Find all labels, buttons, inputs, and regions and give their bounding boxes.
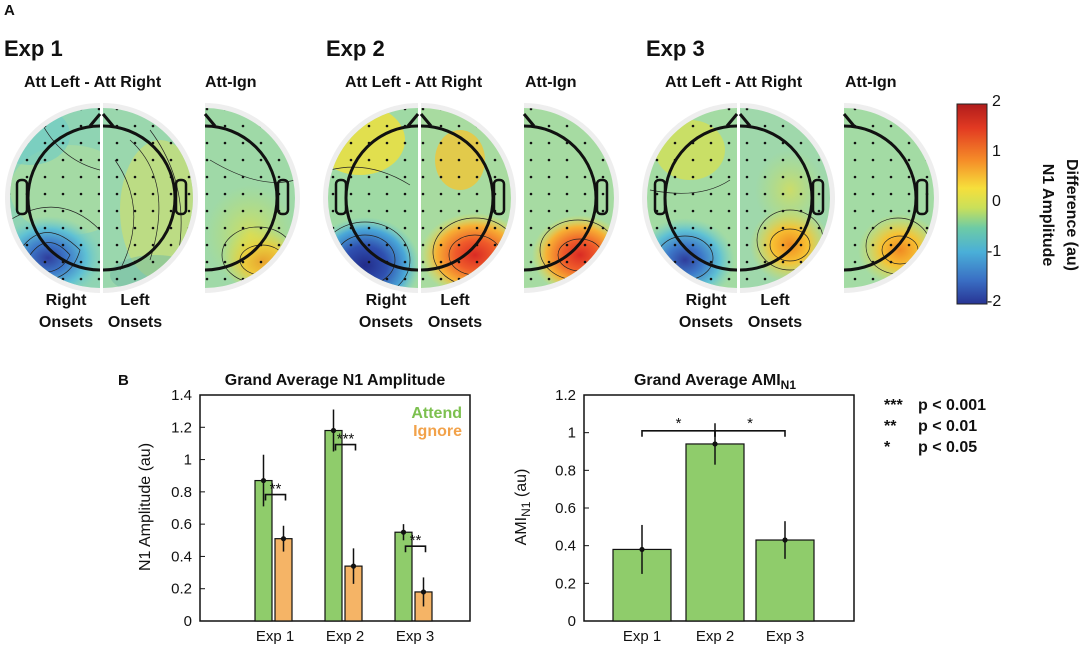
- n1-amplitude-chart: Grand Average N1 Amplitude N1 Amplitude …: [137, 372, 471, 645]
- exp2-attign-map: [522, 103, 619, 293]
- chart1-xtick-label: Exp 3: [396, 628, 434, 645]
- chart1-point: [420, 589, 427, 595]
- exp3-diff-left-map: [738, 103, 835, 293]
- chart1-legend-attend: Attend: [411, 405, 462, 422]
- chart1-ylabel: N1 Amplitude (au): [137, 443, 154, 571]
- exp1-diff-right-map: [5, 103, 102, 293]
- exp2-title: Exp 2: [326, 36, 385, 61]
- exp1-diff-label: Att Left - Att Right: [24, 74, 162, 91]
- exp1-right-onsets: Right Onsets: [38, 292, 94, 331]
- chart1-point: [350, 563, 357, 569]
- chart2-ytick-label: 0.8: [555, 462, 576, 479]
- chart1-ytick-label: 1.4: [171, 387, 192, 404]
- chart2-xtick-label: Exp 3: [766, 628, 804, 645]
- exp3-diff-label: Att Left - Att Right: [665, 74, 803, 91]
- chart1-sig-bracket: [404, 545, 427, 553]
- chart1-ytick-label: 1: [184, 452, 192, 469]
- sig-legend-stars-3: *: [884, 439, 891, 456]
- chart2-point: [712, 441, 718, 447]
- chart2-ytick-label: 0.4: [555, 538, 576, 555]
- chart2-sig-label: *: [676, 415, 682, 432]
- colorbar-title-line2: Difference (au): [1063, 159, 1080, 271]
- chart2-ylabel: AMIN1 (au): [513, 469, 533, 546]
- colorbar: [956, 103, 988, 305]
- chart1-ytick-label: 0.6: [171, 516, 192, 533]
- exp2-attign-label: Att-Ign: [525, 74, 577, 91]
- chart1-point: [400, 529, 407, 535]
- exp1-title: Exp 1: [4, 36, 63, 61]
- colorbar-tick-2: 2: [992, 93, 1001, 110]
- exp1-attign-label: Att-Ign: [205, 74, 257, 91]
- sig-legend-text-2: p < 0.01: [918, 418, 978, 435]
- colorbar-title: N1 Amplitude Difference (au): [1039, 159, 1080, 271]
- chart2-point: [782, 537, 788, 543]
- chart1-sig-bracket: [264, 493, 287, 501]
- colorbar-tick-neg1: -1: [987, 243, 1002, 260]
- chart2-ytick-label: 1.2: [555, 387, 576, 404]
- panel-a-letter: A: [4, 2, 15, 19]
- chart2-ytick-label: 1: [568, 425, 576, 442]
- chart2-ytick-label: 0: [568, 613, 576, 630]
- ami-chart: Grand Average AMIN1 AMIN1 (au) 0 0.2 0.4 0.…: [513, 372, 855, 645]
- chart2-sig-label: *: [747, 415, 753, 432]
- chart2-xtick-label: Exp 2: [696, 628, 734, 645]
- chart1-title: Grand Average N1 Amplitude: [225, 372, 446, 389]
- chart2-xtick-label: Exp 1: [623, 628, 661, 645]
- exp2-diff-left-map: [419, 103, 516, 293]
- exp2-diff-label: Att Left - Att Right: [345, 74, 483, 91]
- significance-legend: *** p < 0.001 ** p < 0.01 * p < 0.05: [884, 395, 986, 458]
- sig-legend-stars-1: ***: [884, 397, 903, 414]
- exp3-title: Exp 3: [646, 36, 705, 61]
- chart1-point: [280, 536, 287, 542]
- panel-b-letter: B: [118, 372, 129, 389]
- exp2-left-onsets: Left Onsets: [427, 292, 483, 331]
- chart1-ytick-label: 1.2: [171, 419, 192, 436]
- exp3-attign-map: [842, 103, 939, 293]
- chart1-bar-attend: [324, 429, 343, 622]
- exp3-left-onsets: Left Onsets: [747, 292, 803, 331]
- chart1-sig-label: **: [410, 532, 422, 549]
- sig-legend-text-1: p < 0.001: [918, 397, 987, 414]
- exp1-attign-map: [203, 103, 300, 293]
- chart2-bar: [685, 443, 745, 622]
- chart1-sig-label: **: [270, 481, 282, 498]
- sig-legend-stars-2: **: [884, 418, 897, 435]
- sig-legend-text-3: p < 0.05: [918, 439, 978, 456]
- chart1-point: [330, 427, 337, 434]
- colorbar-tick-0: 0: [992, 193, 1001, 210]
- chart1-ytick-label: 0.4: [171, 548, 192, 565]
- chart1-ytick-label: 0: [184, 613, 192, 630]
- exp2-diff-right-map: [323, 103, 420, 293]
- exp3-diff-right-map: [642, 103, 739, 293]
- chart2-ytick-label: 0.6: [555, 500, 576, 517]
- exp3-attign-label: Att-Ign: [845, 74, 897, 91]
- chart1-point: [260, 477, 267, 484]
- exp3-right-onsets: Right Onsets: [678, 292, 734, 331]
- chart2-point: [639, 546, 645, 553]
- chart1-ytick-label: 0.8: [171, 484, 192, 501]
- chart1-sig-label: ***: [337, 431, 355, 448]
- chart1-sig-bracket: [334, 443, 357, 451]
- exp1-diff-left-map: [101, 103, 198, 293]
- chart1-legend-ignore: Ignore: [413, 423, 462, 440]
- chart1-ytick-label: 0.2: [171, 581, 192, 598]
- colorbar-title-line1: N1 Amplitude: [1039, 164, 1056, 267]
- colorbar-tick-1: 1: [992, 143, 1001, 160]
- topomaps: [5, 103, 939, 293]
- colorbar-tick-neg2: -2: [987, 293, 1002, 310]
- chart2-sig-bracket: [714, 429, 786, 437]
- exp2-right-onsets: Right Onsets: [358, 292, 414, 331]
- panel-b-charts: Grand Average N1 Amplitude N1 Amplitude …: [137, 372, 855, 645]
- exp1-left-onsets: Left Onsets: [107, 292, 163, 331]
- chart2-ytick-label: 0.2: [555, 575, 576, 592]
- chart1-xtick-label: Exp 2: [326, 628, 364, 645]
- chart1-xtick-label: Exp 1: [256, 628, 294, 645]
- chart2-title: Grand Average AMIN1: [634, 372, 796, 392]
